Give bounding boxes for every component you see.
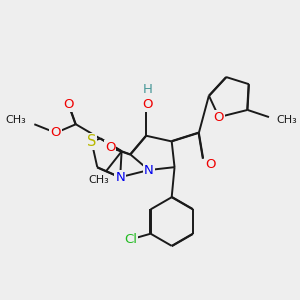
Text: S: S (87, 134, 96, 149)
Text: H: H (142, 83, 152, 96)
Text: N: N (115, 171, 125, 184)
Text: N: N (144, 164, 154, 176)
Text: CH₃: CH₃ (276, 115, 297, 125)
Text: Cl: Cl (124, 233, 137, 246)
Text: O: O (214, 111, 224, 124)
Text: O: O (63, 98, 74, 111)
Text: CH₃: CH₃ (5, 115, 26, 125)
Text: CH₃: CH₃ (88, 175, 109, 185)
Text: O: O (50, 126, 61, 139)
Text: O: O (105, 141, 116, 154)
Text: O: O (142, 98, 153, 111)
Text: O: O (205, 158, 216, 171)
